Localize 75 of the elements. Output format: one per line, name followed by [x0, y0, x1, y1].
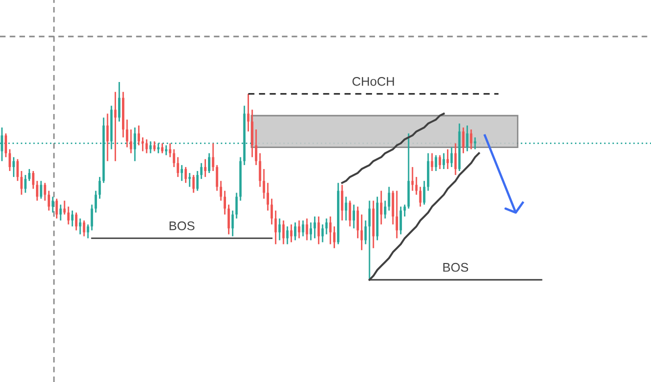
candlestick — [317, 216, 320, 245]
candlestick — [384, 200, 386, 220]
series-label: BOS — [443, 262, 468, 272]
candlestick — [352, 204, 356, 230]
series-label: CHoCH — [352, 76, 394, 86]
candlestick — [48, 190, 50, 212]
candlestick — [274, 210, 277, 245]
candlestick — [262, 168, 266, 200]
candlestick — [286, 226, 289, 245]
candlestick — [290, 224, 292, 243]
candlestick — [340, 184, 344, 222]
candlestick — [231, 210, 234, 237]
candlestick — [24, 174, 27, 194]
candlestick — [145, 138, 148, 154]
candlestick — [59, 204, 62, 222]
candlestick — [247, 93, 250, 132]
candlestick — [298, 220, 300, 239]
candlestick — [423, 180, 426, 206]
candlestick — [180, 164, 183, 182]
candlestick — [220, 180, 222, 202]
candlestick — [118, 81, 120, 122]
candlestick — [396, 190, 398, 239]
candlestick — [52, 196, 54, 214]
candlestick — [12, 156, 15, 178]
candlestick — [138, 124, 140, 146]
candlestick — [32, 170, 34, 190]
candlestick — [212, 142, 214, 172]
candlestick — [270, 198, 273, 226]
candlestick — [294, 222, 296, 241]
candlestick — [208, 152, 210, 174]
candlestick — [168, 142, 172, 158]
candlestick — [442, 152, 445, 170]
candlestick — [176, 156, 180, 178]
candlestick — [75, 212, 78, 232]
candlestick — [470, 128, 472, 150]
candlestick — [419, 186, 422, 208]
candlestick — [36, 180, 38, 202]
candlestick — [98, 176, 101, 200]
candlestick — [56, 198, 58, 220]
candlestick — [466, 124, 468, 152]
candlestick — [333, 226, 336, 249]
candlestick — [329, 216, 332, 245]
candlestick — [415, 176, 418, 196]
candlestick — [94, 190, 97, 214]
candlestick — [266, 182, 269, 212]
candlestick — [184, 166, 187, 184]
candlestick — [204, 158, 206, 178]
candlestick — [200, 162, 203, 180]
candlestick — [90, 204, 94, 232]
candlestick — [28, 168, 30, 182]
candlestick — [71, 210, 74, 228]
candlestick — [224, 190, 226, 216]
candlestick — [446, 148, 449, 170]
candlestick — [114, 91, 117, 162]
candlestick — [462, 126, 464, 154]
candlestick — [450, 146, 453, 168]
series-label: BOS — [170, 221, 194, 230]
candlestick — [16, 158, 19, 182]
candlestick — [161, 142, 164, 154]
candlestick — [380, 190, 382, 226]
candlestick — [188, 172, 191, 188]
candlestick — [228, 204, 230, 236]
candlestick — [78, 218, 82, 236]
candlestick — [404, 204, 406, 218]
candlestick — [8, 148, 11, 172]
candlestick — [400, 206, 402, 236]
candlestick — [356, 206, 359, 239]
candlestick — [314, 216, 316, 239]
candlestick — [438, 154, 442, 170]
candlestick — [360, 214, 363, 251]
candlestick — [310, 222, 312, 241]
candlestick — [251, 108, 254, 158]
candlestick — [142, 136, 144, 152]
candlestick — [4, 132, 8, 158]
candlestick — [254, 128, 258, 166]
